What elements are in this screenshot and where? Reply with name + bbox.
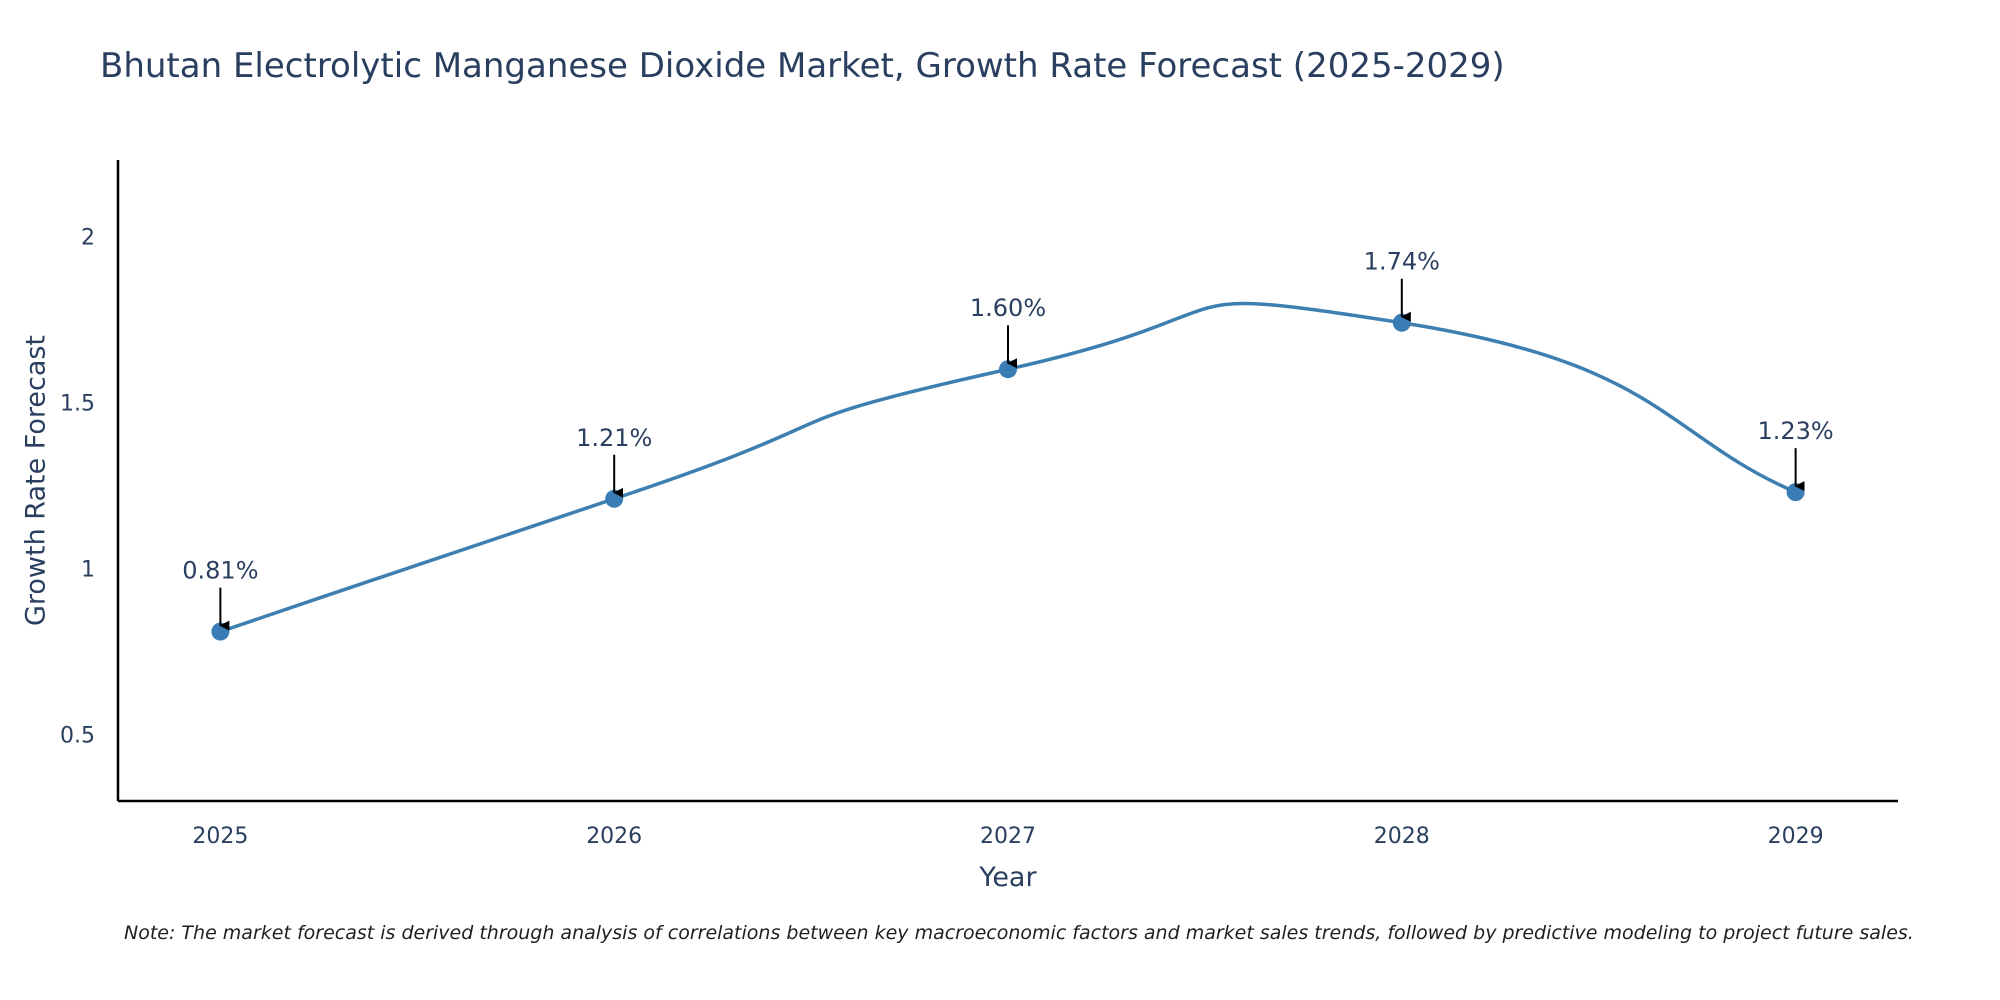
y-axis-title: Growth Rate Forecast — [20, 335, 51, 626]
y-tick-label: 1 — [81, 558, 95, 583]
annotations: 0.81% 1.21% 1.60% 1.74% 1.23% — [182, 248, 1834, 631]
data-label: 1.74% — [1364, 248, 1440, 276]
x-tick-label: 2028 — [1374, 824, 1430, 849]
footnote: Note: The market forecast is derived thr… — [124, 922, 1914, 944]
tick-labels: 0.5 1 1.5 2 2025 2026 2027 2028 2029 — [60, 225, 1824, 849]
y-tick-label: 1.5 — [60, 391, 95, 416]
data-label: 1.23% — [1757, 417, 1833, 445]
x-axis-title: Year — [978, 862, 1037, 893]
y-tick-label: 2 — [81, 225, 95, 250]
x-tick-label: 2025 — [192, 824, 248, 849]
chart-title: Bhutan Electrolytic Manganese Dioxide Ma… — [100, 46, 1505, 86]
y-tick-label: 0.5 — [60, 724, 95, 749]
data-label: 1.60% — [970, 294, 1046, 322]
axes — [116, 160, 1898, 803]
x-tick-label: 2029 — [1768, 824, 1824, 849]
x-tick-label: 2026 — [586, 824, 642, 849]
data-label: 1.21% — [576, 424, 652, 452]
data-label: 0.81% — [182, 557, 258, 585]
x-tick-label: 2027 — [980, 824, 1036, 849]
